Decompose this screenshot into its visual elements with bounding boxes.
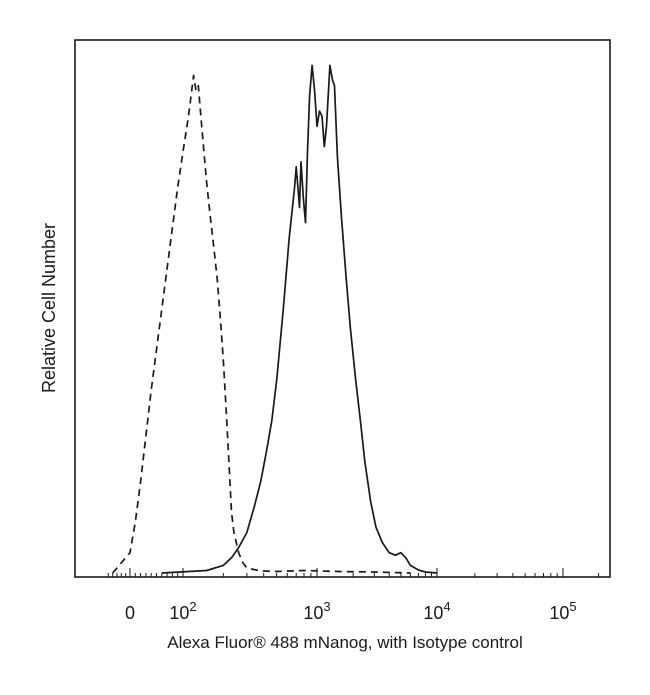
x-axis-ticks <box>107 568 611 577</box>
y-axis-label: Relative Cell Number <box>39 223 59 393</box>
x-tick-label: 102 <box>169 599 196 623</box>
x-axis-label: Alexa Fluor® 488 mNanog, with Isotype co… <box>167 633 523 652</box>
mnanog-histogram <box>161 64 438 574</box>
x-axis-tick-labels: 0 102 103 104 105 <box>125 599 577 623</box>
x-tick-label: 103 <box>303 599 330 623</box>
x-tick-label: 104 <box>423 599 450 623</box>
plot-frame <box>74 39 611 578</box>
isotype-control-histogram <box>112 74 411 574</box>
histogram-series-group <box>112 64 438 574</box>
x-tick-label: 0 <box>125 603 135 623</box>
x-tick-label: 105 <box>549 599 576 623</box>
